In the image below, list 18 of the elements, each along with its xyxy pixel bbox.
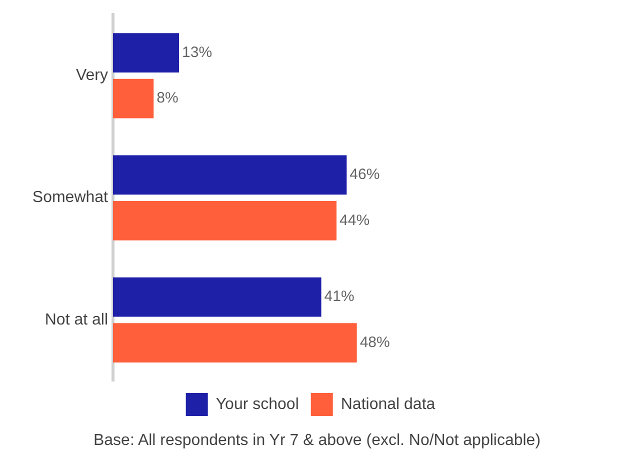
bar	[113, 277, 322, 317]
bar	[113, 78, 154, 118]
data-label: 8%	[156, 90, 178, 107]
data-label: 48%	[360, 334, 390, 351]
bar	[113, 201, 337, 240]
bar	[113, 323, 357, 363]
data-label: 46%	[350, 166, 380, 184]
text: Base: All respondents in Yr 7 & above (excl. No/Not applicable)	[92, 431, 542, 451]
bar	[113, 155, 347, 195]
bar	[113, 33, 180, 72]
legend-label: National data	[340, 396, 436, 413]
y-tick-label: Very	[76, 67, 108, 84]
y-tick-label: Somewhat	[32, 189, 109, 206]
data-label: 13%	[182, 44, 212, 61]
data-label: 41%	[324, 288, 354, 306]
y-tick-label: Not at all	[44, 311, 108, 328]
data-label: 44%	[340, 212, 370, 229]
legend-label: Your school	[216, 396, 299, 413]
